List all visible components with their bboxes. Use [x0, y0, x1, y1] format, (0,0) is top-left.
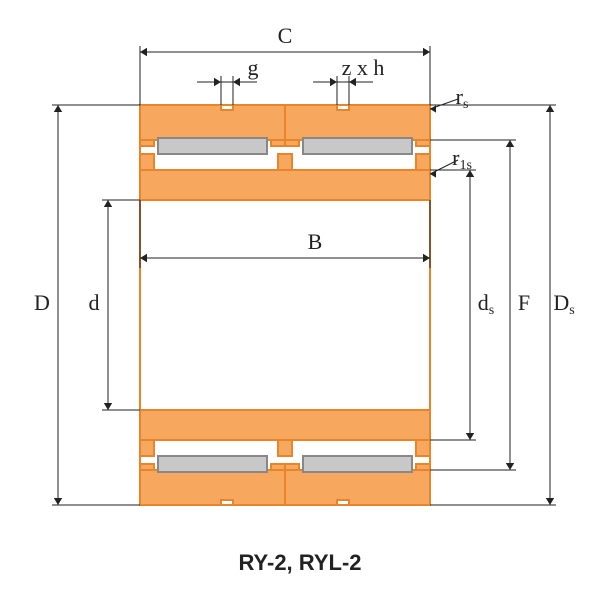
svg-text:B: B [308, 229, 323, 254]
bearing-cross-section-diagram: Cg z x h B Dd ds F Ds rs r1s RY-2, RYL-2 [0, 0, 600, 600]
svg-text:D: D [34, 290, 50, 315]
svg-text:RY-2, RYL-2: RY-2, RYL-2 [238, 550, 361, 575]
svg-text:r1s: r1s [452, 145, 472, 173]
svg-text:F: F [518, 290, 530, 315]
svg-text:C: C [278, 23, 293, 48]
svg-text:ds: ds [478, 290, 494, 318]
svg-text:g: g [248, 55, 259, 80]
svg-text:z x h: z x h [342, 55, 385, 80]
svg-text:d: d [89, 290, 100, 315]
svg-text:rs: rs [456, 84, 469, 112]
svg-text:Ds: Ds [553, 290, 574, 318]
